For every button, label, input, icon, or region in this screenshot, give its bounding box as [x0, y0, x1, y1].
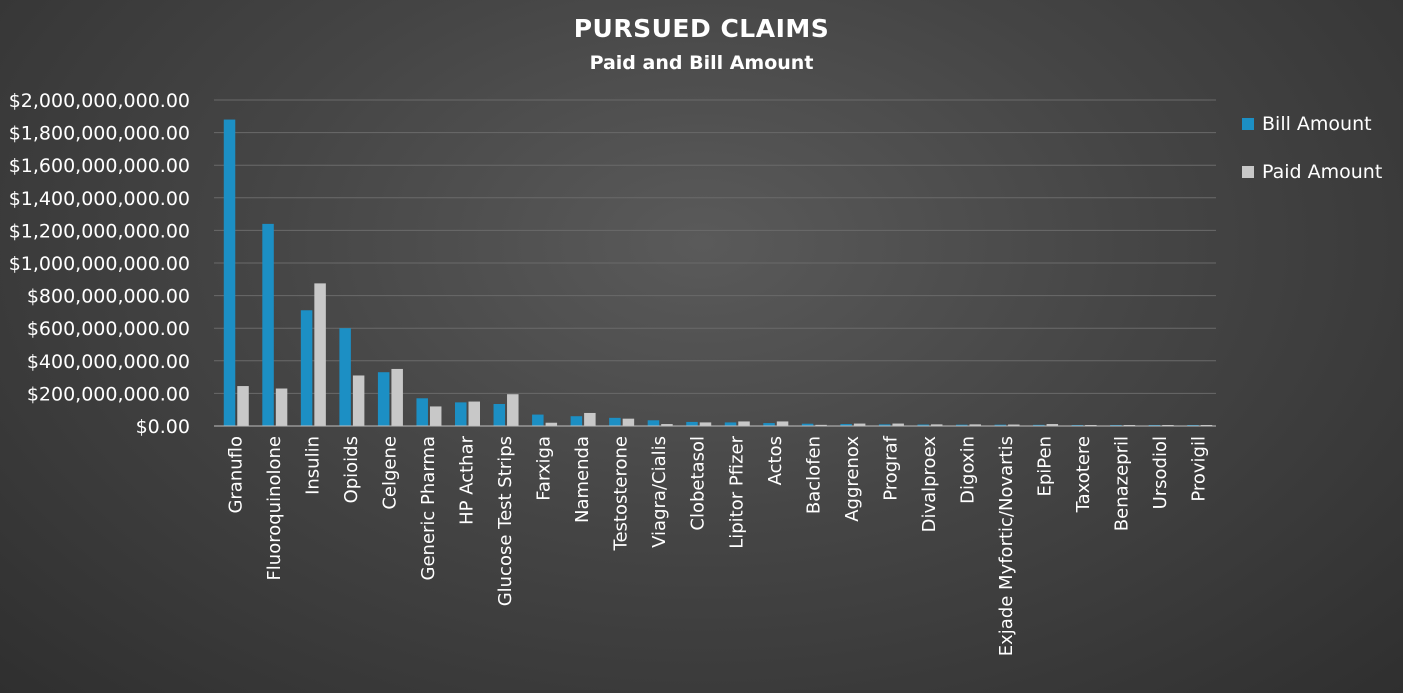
bar-bill — [377, 372, 390, 426]
bar-bill — [724, 422, 737, 426]
bar-paid — [545, 422, 558, 426]
bar-paid — [429, 406, 442, 426]
bar-paid — [314, 283, 326, 426]
bar-bill — [609, 417, 621, 426]
bar-paid — [237, 386, 249, 426]
bar-paid — [507, 394, 519, 426]
bar-paid — [275, 388, 288, 426]
bar-bill — [416, 398, 428, 426]
bar-paid — [930, 424, 943, 426]
chart-title: PURSUED CLAIMS — [573, 14, 830, 43]
legend-label-paid: Paid Amount — [1262, 161, 1383, 183]
bar-bill — [686, 421, 698, 426]
gridlines — [214, 99, 1216, 394]
x-tick-label: EpiPen — [1035, 436, 1056, 497]
legend-item-bill: Bill Amount — [1242, 110, 1382, 138]
bar-paid — [699, 422, 712, 426]
bar-bill — [223, 119, 236, 426]
x-tick-label: Farxiga — [534, 436, 555, 501]
bar-paid — [661, 424, 673, 426]
bar-bill — [1033, 424, 1045, 426]
x-tick-label: Aggrenox — [842, 436, 863, 522]
x-tick-label: Ursodiol — [1150, 436, 1171, 509]
bar-paid — [391, 368, 403, 426]
x-tick-label: Taxotere — [1073, 436, 1094, 513]
x-tick-label: HP Acthar — [457, 435, 478, 525]
x-tick-label: Actos — [765, 436, 786, 485]
bar-bill — [493, 403, 506, 426]
chart-subtitle: Paid and Bill Amount — [589, 52, 814, 74]
legend-swatch-bill — [1242, 118, 1254, 130]
bar-paid — [815, 424, 827, 426]
x-tick-label: Divalproex — [919, 436, 940, 533]
bar-paid — [584, 412, 596, 426]
y-tick-label: $1,400,000,000.00 — [9, 188, 190, 210]
bar-bill — [994, 424, 1007, 426]
x-tick-label: Lipitor Pfizer — [726, 435, 747, 548]
bar-bill — [763, 423, 775, 426]
x-tick-label: Provigil — [1189, 436, 1210, 502]
x-tick-label: Exjade Myfortic/Novartis — [996, 436, 1017, 656]
bar-paid — [352, 375, 365, 426]
bar-bill — [878, 424, 891, 426]
bar-bill — [300, 310, 313, 426]
x-axis-tick-labels: Granuflo Fluoroquinolone Insulin Opioids Cel… — [225, 435, 1209, 656]
y-tick-label: $400,000,000.00 — [27, 351, 190, 373]
y-tick-label: $600,000,000.00 — [27, 318, 190, 340]
x-tick-label: Clobetasol — [688, 436, 709, 531]
bar-bill — [917, 424, 929, 426]
x-tick-label: Generic Pharma — [418, 436, 439, 580]
x-tick-label: Viagra/Cialis — [649, 436, 670, 548]
bar-bill — [956, 424, 968, 426]
x-tick-label: Testosterone — [611, 436, 632, 551]
bar-bill — [532, 414, 544, 426]
legend-label-bill: Bill Amount — [1262, 113, 1372, 135]
y-tick-label: $2,000,000,000.00 — [9, 90, 190, 112]
x-tick-label: Granuflo — [225, 436, 246, 514]
bar-paid — [738, 421, 750, 426]
bars — [223, 119, 1213, 426]
y-tick-label: $0.00 — [136, 416, 190, 438]
bar-bill — [647, 420, 660, 426]
bar-paid — [776, 421, 789, 426]
x-tick-label: Insulin — [302, 436, 323, 495]
y-tick-label: $1,200,000,000.00 — [9, 220, 190, 242]
y-tick-label: $1,600,000,000.00 — [9, 155, 190, 177]
x-tick-label: Opioids — [341, 436, 362, 503]
bar-paid — [1046, 424, 1059, 426]
bar-paid — [853, 423, 866, 426]
bar-paid — [892, 423, 904, 426]
y-tick-label: $200,000,000.00 — [27, 383, 190, 405]
legend: Bill Amount Paid Amount — [1242, 110, 1382, 206]
x-tick-label: Prograf — [880, 435, 901, 500]
x-tick-label: Namenda — [572, 436, 593, 523]
bar-bill — [570, 416, 583, 426]
x-tick-label: Glucose Test Strips — [495, 436, 516, 606]
bar-bill — [339, 328, 351, 426]
bar-paid — [468, 401, 480, 426]
x-tick-label: Benazepril — [1112, 436, 1133, 531]
x-tick-label: Fluoroquinolone — [264, 436, 285, 581]
x-tick-label: Baclofen — [803, 436, 824, 514]
bar-bill — [801, 423, 814, 426]
bar-bill — [840, 424, 852, 426]
y-tick-label: $800,000,000.00 — [27, 286, 190, 308]
y-tick-label: $1,000,000,000.00 — [9, 253, 190, 275]
bar-paid — [622, 418, 635, 426]
bar-bill — [455, 402, 467, 426]
bar-bill — [262, 223, 274, 426]
legend-item-paid: Paid Amount — [1242, 158, 1382, 186]
x-tick-label: Digoxin — [958, 436, 979, 504]
bar-paid — [1008, 424, 1020, 426]
y-tick-label: $1,800,000,000.00 — [9, 123, 190, 145]
y-axis-tick-labels: $0.00 $200,000,000.00 $400,000,000.00 $600,… — [9, 90, 190, 438]
bar-paid — [969, 424, 981, 426]
legend-swatch-paid — [1242, 166, 1254, 178]
x-tick-label: Celgene — [379, 436, 400, 510]
